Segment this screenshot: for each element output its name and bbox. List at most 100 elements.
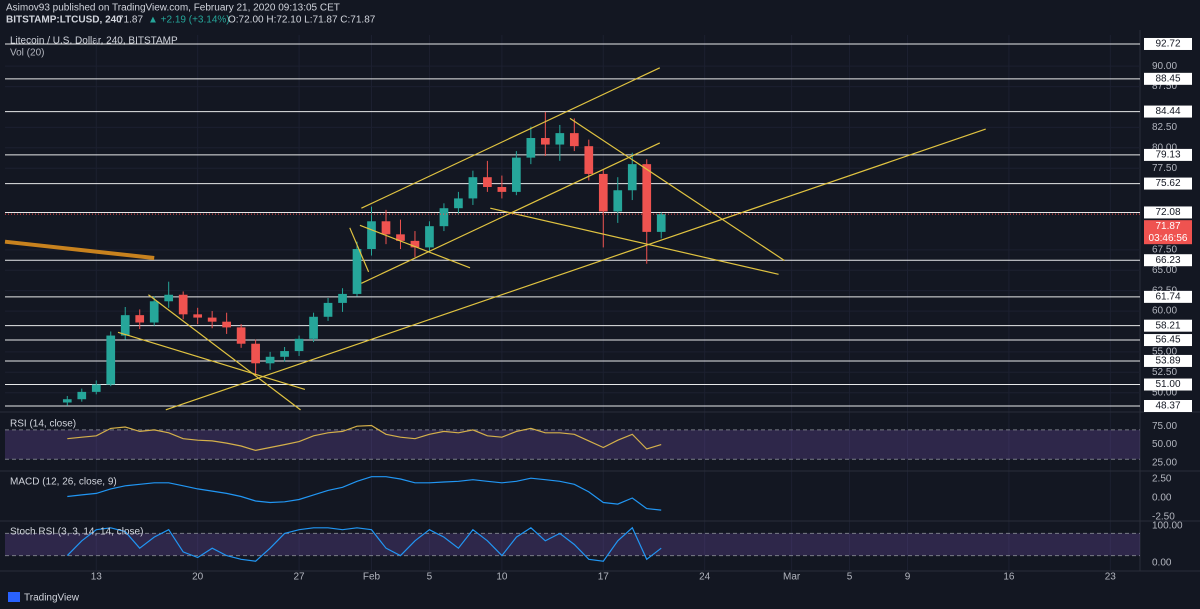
level-tag: [1144, 37, 1192, 50]
level-tag: [1144, 400, 1192, 413]
level-tag: [1144, 354, 1192, 367]
candle-body: [540, 138, 550, 145]
x-tick-label: Mar: [783, 572, 801, 583]
candle-body: [627, 164, 637, 191]
candle-body: [352, 249, 362, 294]
y-tick-label: 90.00: [1152, 61, 1177, 72]
level-label: 79.13: [1155, 150, 1180, 161]
x-tick-label: 13: [91, 572, 103, 583]
level-label: 51.00: [1155, 379, 1180, 390]
candle-body: [569, 133, 579, 147]
y-tick-label: 67.50: [1152, 244, 1177, 255]
x-tick-label: 17: [598, 572, 610, 583]
level-label: 56.45: [1155, 335, 1180, 346]
symbol: BITSTAMP:LTCUSD, 240: [6, 15, 122, 26]
level-tag: [1144, 206, 1192, 219]
candle-body: [222, 321, 231, 328]
indicator-tick-label: 75.00: [1152, 421, 1177, 432]
trendline: [349, 227, 370, 273]
indicator-band: [5, 533, 1140, 556]
indicator-band: [5, 429, 1140, 460]
candle-body: [642, 164, 652, 232]
trendline: [569, 117, 785, 261]
indicator-line: [67, 424, 662, 452]
candle-body: [323, 302, 333, 317]
x-tick-label: 16: [1003, 572, 1015, 583]
candle-body: [77, 391, 87, 400]
candle-body: [598, 173, 608, 212]
change: ▲ +2.19 (+3.14%): [148, 15, 230, 26]
y-tick-label: 50.00: [1152, 387, 1177, 398]
y-tick-label: 65.00: [1152, 265, 1177, 276]
candle-body: [555, 133, 565, 145]
level-tag: [1144, 177, 1192, 190]
indicator-tick-label: -2.50: [1152, 512, 1175, 523]
candle-body: [338, 293, 347, 303]
level-tag: [1144, 334, 1192, 347]
x-tick-label: 20: [192, 572, 204, 583]
indicator-label: Stoch RSI (3, 3, 14, 14, close): [10, 527, 143, 538]
chart-title: Litecoin / U.S. Dollar, 240, BITSTAMP: [10, 36, 178, 47]
candle-body: [468, 177, 478, 199]
level-tag: [1144, 254, 1192, 267]
candle-body: [178, 294, 188, 315]
level-tag: [1144, 105, 1192, 118]
candle-body: [135, 315, 145, 323]
candle-body: [584, 146, 594, 174]
candle-body: [251, 343, 260, 364]
candle-body: [106, 335, 116, 385]
volume-label: Vol (20): [10, 48, 44, 59]
level-label: 61.74: [1155, 292, 1180, 303]
level-tag: [1144, 148, 1192, 161]
x-tick-label: 27: [294, 572, 306, 583]
level-label: 53.89: [1155, 356, 1180, 367]
candle-body: [512, 157, 521, 192]
indicator-line: [67, 476, 662, 511]
candle-body: [149, 301, 159, 323]
x-tick-label: 5: [847, 572, 853, 583]
candle-body: [410, 240, 420, 248]
candle-body: [62, 399, 72, 403]
x-tick-label: 10: [496, 572, 508, 583]
x-tick-label: 23: [1105, 572, 1117, 583]
y-tick-label: 77.50: [1152, 163, 1177, 174]
candle-body: [265, 356, 275, 364]
trendline: [361, 67, 661, 209]
indicator-tick-label: 0.00: [1152, 493, 1172, 504]
level-label: 72.08: [1155, 207, 1180, 218]
indicator-tick-label: 100.00: [1152, 521, 1183, 532]
candle-body: [207, 317, 217, 322]
last: 71.87: [118, 15, 143, 26]
x-tick-label: Feb: [363, 572, 381, 583]
countdown: 03:46:56: [1149, 233, 1188, 244]
x-tick-label: 9: [905, 572, 911, 583]
trendline: [148, 294, 301, 411]
level-tag: [1144, 290, 1192, 303]
level-label: 88.45: [1155, 73, 1180, 84]
trendline: [165, 128, 986, 411]
y-tick-label: 62.50: [1152, 285, 1177, 296]
candle-body: [483, 177, 492, 187]
brand[interactable]: TradingView: [24, 593, 80, 604]
candle-body: [236, 327, 246, 344]
candle-body: [280, 351, 289, 357]
trendline: [490, 207, 779, 275]
candle-body: [396, 234, 405, 241]
candle-body: [381, 221, 391, 235]
level-label: 75.62: [1155, 178, 1180, 189]
indicator-label: RSI (14, close): [10, 419, 76, 430]
indicator-tick-label: 50.00: [1152, 439, 1177, 450]
logo: [8, 592, 20, 602]
y-tick-label: 55.00: [1152, 347, 1177, 358]
y-tick-label: 87.50: [1152, 81, 1177, 92]
candle-body: [294, 338, 304, 352]
x-tick-label: 24: [699, 572, 711, 583]
candle-body: [367, 221, 376, 250]
level-label: 92.72: [1155, 39, 1180, 50]
candle-body: [526, 138, 536, 158]
candle-body: [425, 226, 434, 248]
y-tick-label: 60.00: [1152, 306, 1177, 317]
trendline: [359, 224, 471, 269]
level-label: 84.44: [1155, 106, 1180, 117]
